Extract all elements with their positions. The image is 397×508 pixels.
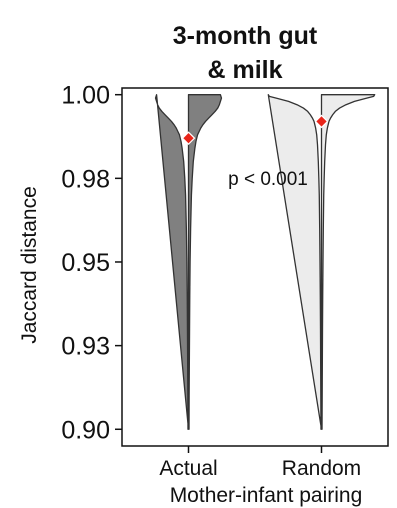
x-tick-label-actual: Actual [159,457,217,480]
chart-title-line-1: 3-month gut [173,22,318,50]
x-tick-label-random: Random [282,457,361,480]
x-axis-ticks: Actual Random [159,446,361,480]
plot-frame [121,87,389,447]
chart-title: 3-month gut & milk [173,22,318,84]
violins [154,94,376,430]
y-tick-label-0: 0.90 [61,416,110,444]
y-axis-label: Jaccard distance [18,186,41,344]
y-tick-label-3: 0.98 [61,165,110,193]
violin-actual [154,94,223,430]
y-tick-label-2: 0.95 [61,249,110,277]
p-value-annotation: p < 0.001 [228,169,308,190]
violin-random [267,94,376,430]
mean-marker-random [314,114,329,129]
y-tick-label-1: 0.93 [61,333,110,361]
y-axis-ticks: 0.90 0.93 0.95 0.98 1.00 [61,82,122,444]
mean-marker-actual [181,131,196,146]
x-axis-label: Mother-infant pairing [170,484,363,507]
y-tick-label-4: 1.00 [61,82,110,110]
chart-title-line-2: & milk [207,56,282,84]
